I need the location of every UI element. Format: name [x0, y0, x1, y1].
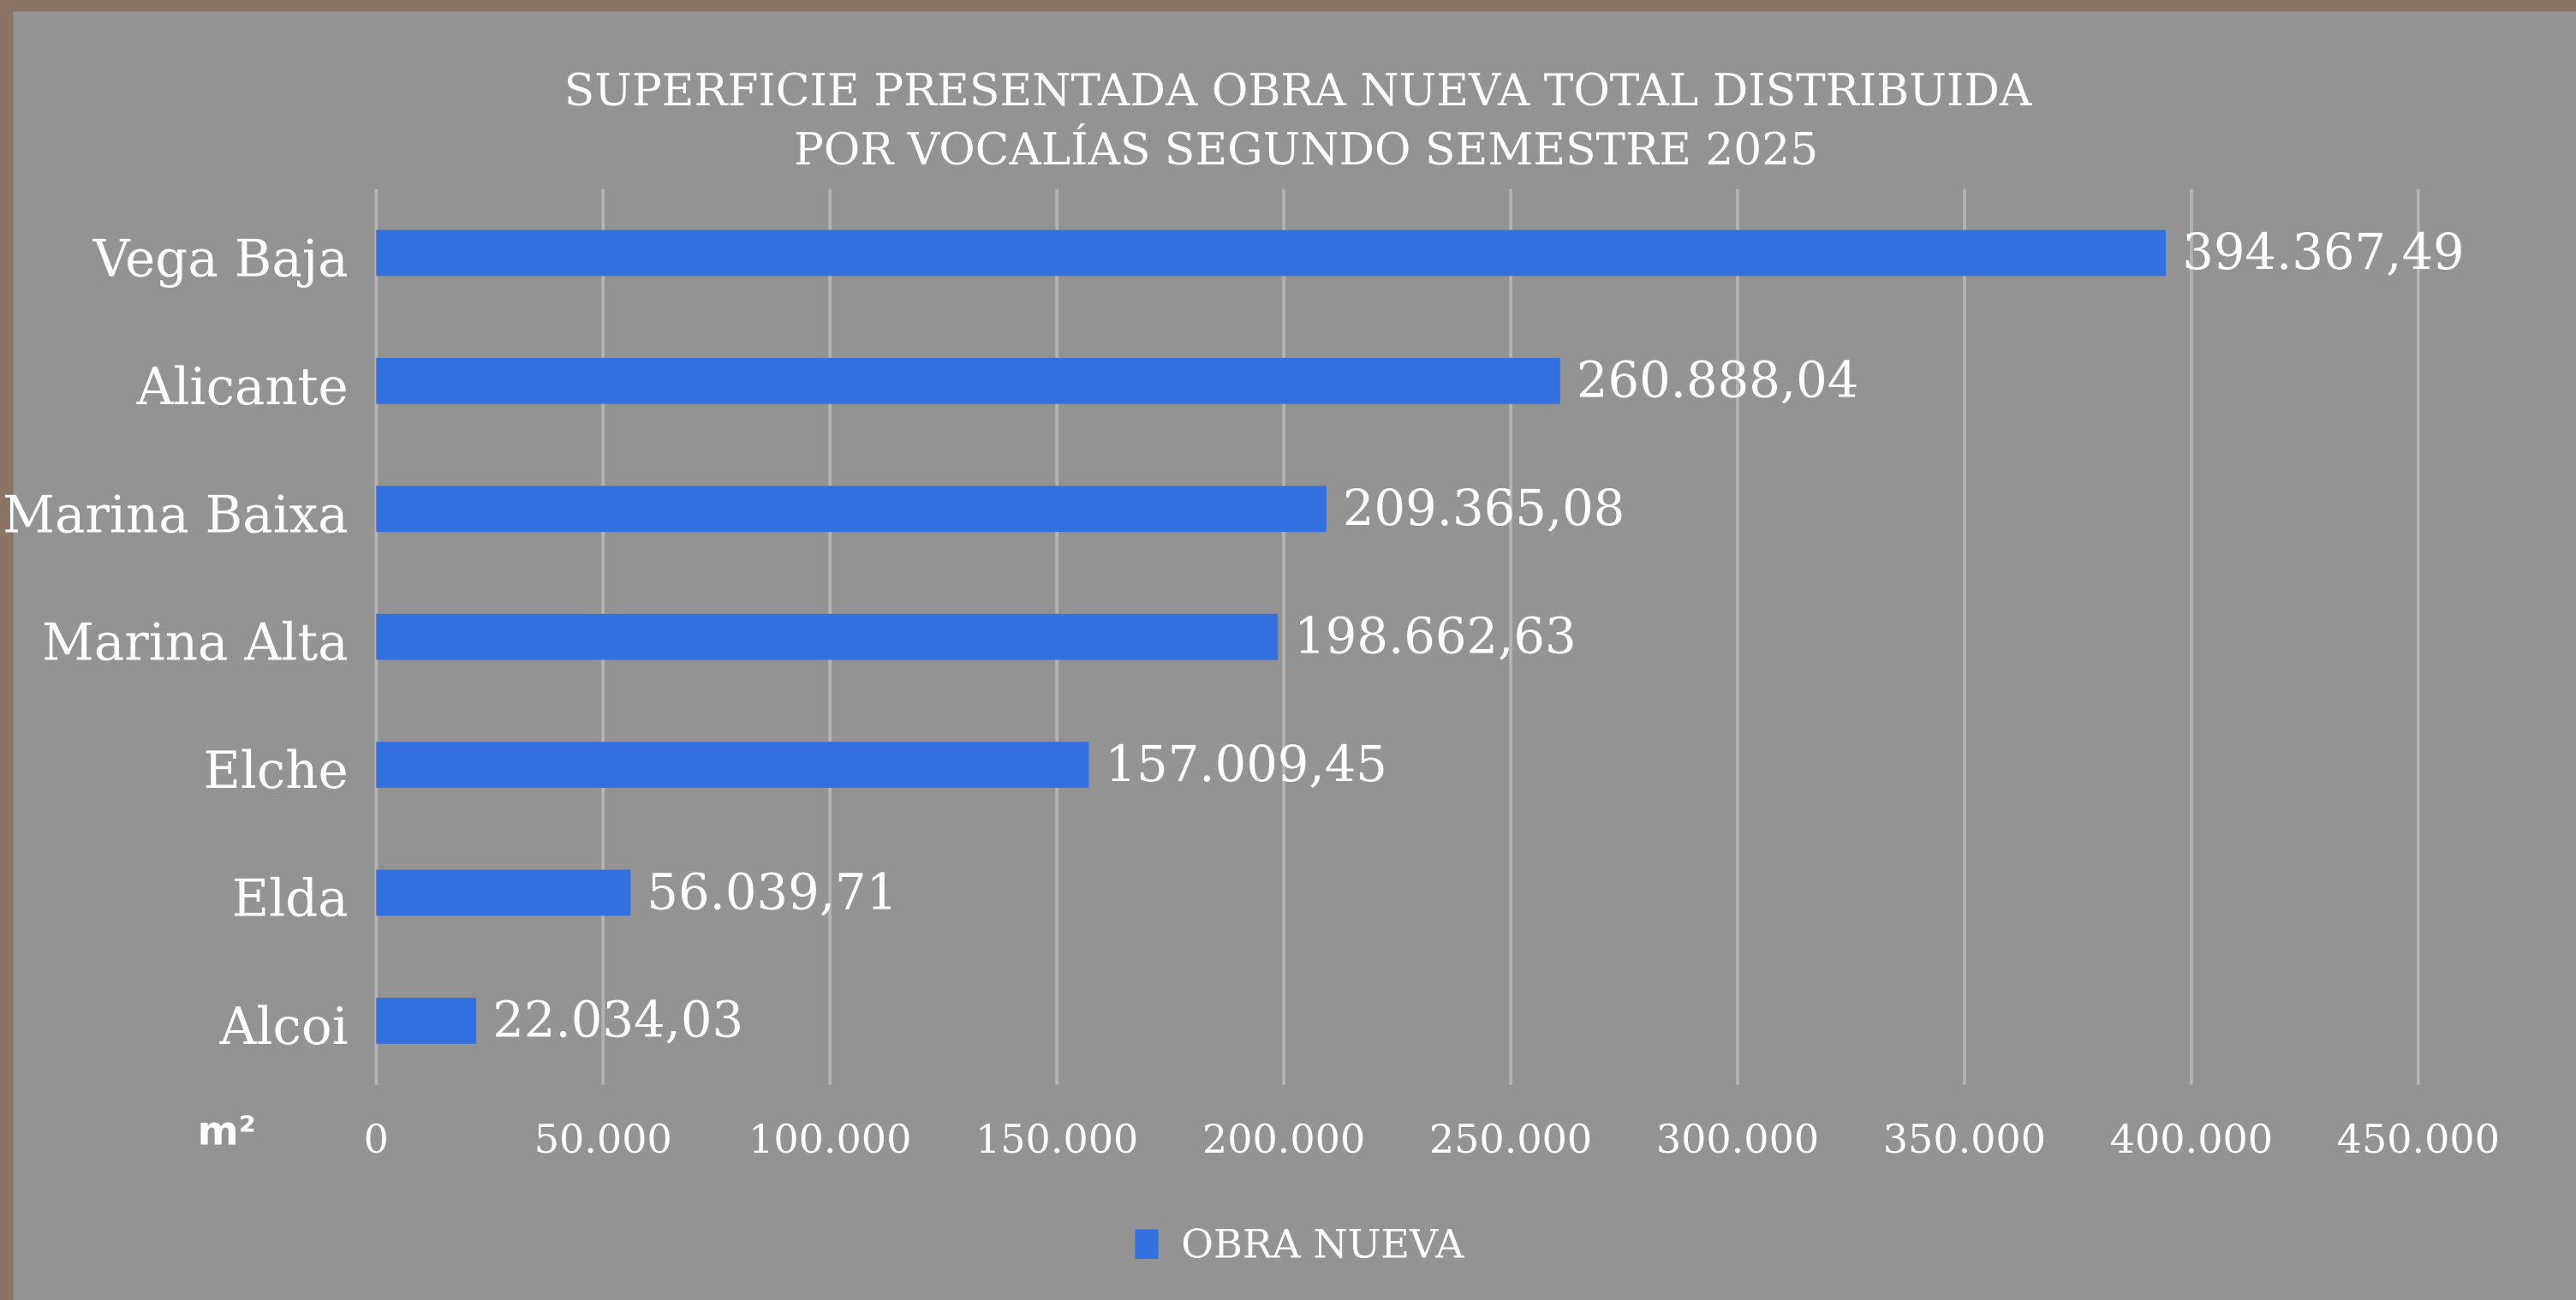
data-label: 22.034,03	[492, 992, 743, 1049]
x-tick-label: 100.000	[748, 1116, 911, 1162]
data-label: 209.365,08	[1343, 480, 1625, 537]
legend-label: OBRA NUEVA	[1181, 1221, 1464, 1267]
legend-swatch	[1135, 1229, 1159, 1260]
x-tick-label: 400.000	[2110, 1116, 2273, 1162]
chart-title: POR VOCALÍAS SEGUNDO SEMESTRE 2025	[794, 122, 1818, 176]
bar	[376, 486, 1327, 533]
y-tick-label: Marina Alta	[42, 614, 349, 673]
x-tick-label: 250.000	[1429, 1116, 1592, 1162]
bar	[376, 998, 477, 1044]
data-label: 56.039,71	[647, 863, 897, 921]
bar	[376, 742, 1089, 788]
bar	[376, 357, 1560, 404]
chart-title: SUPERFICIE PRESENTADA OBRA NUEVA TOTAL D…	[564, 65, 2032, 116]
y-tick-label: Alicante	[136, 358, 349, 417]
x-tick-label: 350.000	[1883, 1116, 2046, 1162]
bar	[376, 230, 2167, 277]
data-label: 260.888,04	[1577, 352, 1858, 409]
y-tick-label: Vega Baja	[92, 230, 349, 289]
x-tick-label: 150.000	[975, 1116, 1138, 1162]
x-tick-label: 50.000	[534, 1116, 672, 1162]
bar	[376, 613, 1279, 660]
data-label: 157.009,45	[1105, 736, 1386, 793]
x-axis-label: m²	[198, 1108, 256, 1154]
data-label: 394.367,49	[2182, 224, 2464, 281]
x-tick-label: 300.000	[1656, 1116, 1819, 1162]
x-tick-label: 0	[364, 1116, 389, 1162]
y-tick-label: Marina Baixa	[3, 486, 349, 545]
bar	[376, 869, 631, 916]
x-tick-label: 450.000	[2337, 1116, 2500, 1162]
data-label: 198.662,63	[1294, 607, 1576, 665]
x-tick-label: 200.000	[1202, 1116, 1365, 1162]
y-tick-label: Elda	[232, 870, 349, 929]
y-tick-label: Elche	[203, 742, 348, 801]
y-tick-label: Alcoi	[219, 998, 349, 1057]
